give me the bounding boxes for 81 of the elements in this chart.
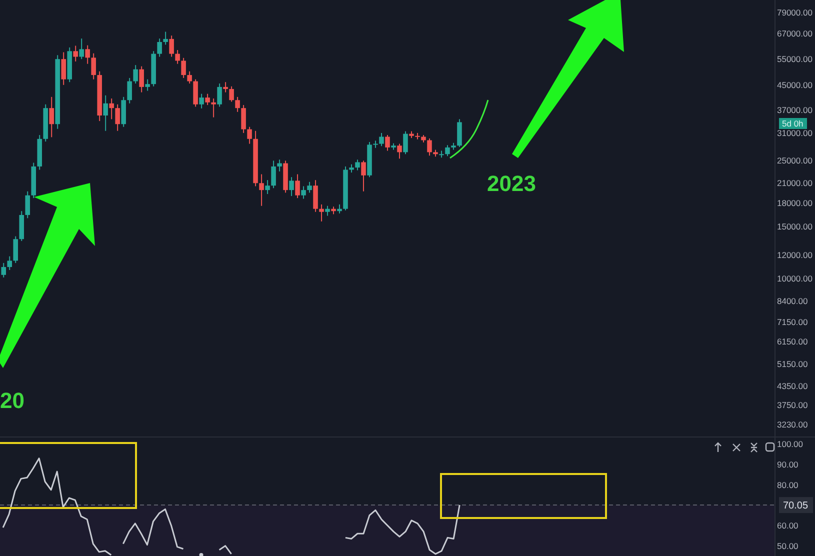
candlestick (223, 82, 228, 93)
y-tick-label: 50.00 (777, 540, 799, 551)
candlestick (403, 130, 408, 155)
y-tick-label: 90.00 (777, 459, 799, 470)
candlestick (187, 70, 192, 84)
candlestick (79, 38, 84, 60)
candlestick (361, 160, 366, 192)
candlestick (211, 98, 216, 118)
y-tick-label: 7150.00 (777, 316, 808, 327)
candlestick (61, 52, 66, 86)
candlestick (259, 174, 264, 206)
y-tick-label: 5150.00 (777, 359, 808, 370)
annotation: 2023 (487, 171, 536, 196)
candlestick (1, 262, 6, 278)
candlestick (175, 50, 180, 64)
candlestick (325, 205, 330, 216)
ref-line-label: 70.05 (783, 500, 808, 512)
y-tick-label: 80.00 (777, 480, 799, 490)
candlestick (385, 134, 390, 152)
candlestick (457, 118, 462, 148)
candlestick (199, 93, 204, 109)
candlestick (145, 78, 150, 92)
candlestick (157, 38, 162, 58)
candlestick (289, 176, 294, 197)
candlestick (277, 159, 282, 172)
candlestick (379, 132, 384, 147)
candlestick (217, 83, 222, 108)
y-tick-label: 67000.00 (777, 28, 813, 39)
y-tick-label: 6150.00 (777, 336, 808, 346)
candlestick (355, 159, 360, 171)
candlestick (397, 143, 402, 160)
candlestick (103, 94, 108, 132)
y-tick-label: 55000.00 (777, 54, 813, 64)
y-tick-label: 25000.00 (777, 156, 813, 166)
candlestick (295, 174, 300, 199)
y-tick-label: 21000.00 (777, 178, 813, 188)
y-tick-label: 10000.00 (777, 274, 813, 284)
candlestick (313, 180, 318, 212)
candlestick (85, 44, 90, 64)
candlestick (133, 64, 138, 84)
y-tick-label: 12000.00 (777, 250, 813, 260)
candlestick (163, 31, 168, 46)
candlestick (49, 96, 54, 138)
candlestick (91, 52, 96, 80)
candlestick (73, 45, 78, 62)
candlestick (193, 78, 198, 108)
y-tick-label: 3230.00 (777, 419, 808, 430)
y-tick-label: 45000.00 (777, 80, 813, 90)
candlestick (427, 138, 432, 156)
candlestick (229, 86, 234, 102)
candlestick (265, 180, 270, 195)
candlestick (25, 190, 30, 219)
candlestick (235, 96, 240, 112)
candlestick (7, 256, 12, 270)
y-tick-label: 3750.00 (777, 400, 808, 410)
candlestick (241, 104, 246, 134)
y-tick-label: 31000.00 (777, 128, 813, 138)
y-tick-label: 100.00 (777, 439, 804, 450)
candlestick (181, 57, 186, 78)
y-tick-label: 4350.00 (777, 380, 808, 391)
candlestick (301, 186, 306, 200)
candlestick (271, 160, 276, 189)
candlestick (13, 236, 18, 264)
candlestick (109, 98, 114, 120)
candlestick (139, 66, 144, 93)
y-tick-label: 37000.00 (777, 105, 813, 116)
candlestick (307, 181, 312, 194)
candlestick (127, 77, 132, 104)
y-tick-label: 60.00 (777, 520, 799, 530)
candlestick (205, 93, 210, 106)
y-tick-label: 15000.00 (777, 221, 813, 232)
candlestick (169, 35, 174, 58)
text: 5d 0h (782, 118, 804, 128)
candlestick (115, 104, 120, 132)
candlestick (247, 126, 252, 144)
candlestick (445, 144, 450, 157)
candlestick (319, 204, 324, 222)
annotation: 20 (0, 388, 24, 413)
y-tick-label: 79000.00 (777, 7, 813, 18)
y-tick-label: 18000.00 (777, 198, 813, 208)
y-tick-label: 8400.00 (777, 296, 808, 306)
